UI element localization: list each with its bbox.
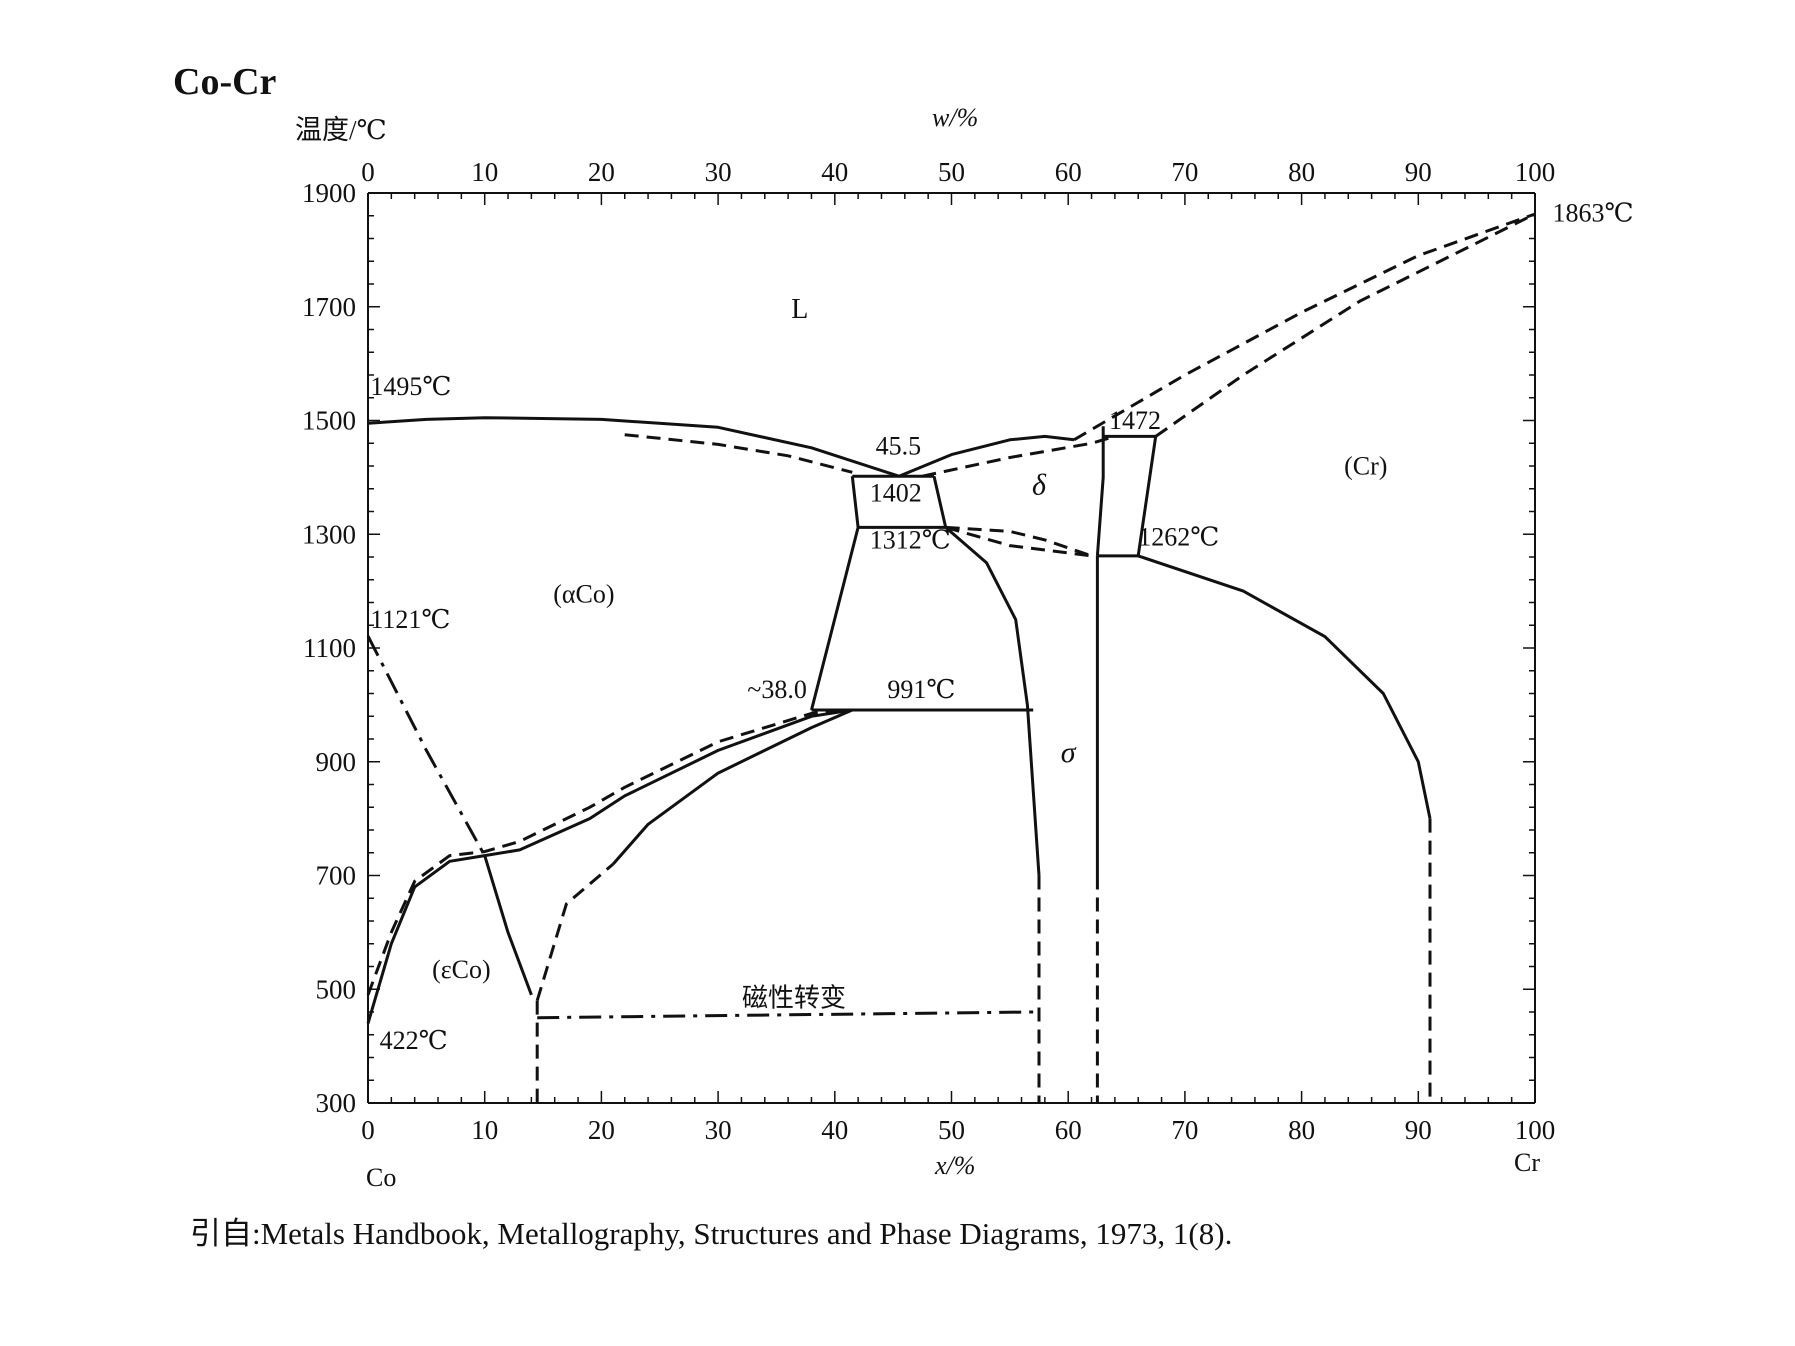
annotation-label: 1312℃ [870,525,951,554]
annotation-label: 1262℃ [1138,523,1219,552]
x-tick-label-top: 40 [821,157,848,187]
phase-boundary-sigma-left-boundary [944,526,1041,876]
x-tick-label-top: 0 [361,157,375,187]
y-tick-label: 500 [316,974,357,1004]
x-tick-label-bottom: 70 [1171,1115,1198,1145]
y-tick-label: 1700 [302,292,356,322]
y-axis-label: 温度/℃ [295,115,387,145]
phase-boundary-cr-liquidus-dashed [1073,212,1536,442]
y-tick-label: 1500 [302,406,356,436]
annotation-label: 1402 [870,478,922,507]
annotation-label: 1472 [1109,406,1161,435]
x-tick-label-bottom: 10 [471,1115,498,1145]
phase-label: (αCo) [553,580,614,609]
source-citation: 引自:Metals Handbook, Metallography, Struc… [190,1216,1233,1251]
y-tick-label: 1300 [302,519,356,549]
phase-label: 磁性转变 [742,983,846,1012]
x-tick-label-bottom: 50 [938,1115,965,1145]
phase-boundary-magnetic-transition [537,1010,1034,1020]
annotation-label: ~38.0 [747,675,807,704]
annotation-label: 991℃ [887,675,955,704]
phase-boundary-sigma-epsilon-solid [611,708,853,866]
phase-label: σ [1061,736,1077,769]
phase-boundary-delta-sigma-dashed [945,525,1092,558]
x-tick-label-top: 80 [1288,157,1315,187]
y-tick-label: 700 [316,861,357,891]
phase-boundary-epsilon-upper-solid [366,708,853,1024]
phase-boundary-delta-right-boundary [1095,426,1105,557]
x-tick-label-bottom: 0 [361,1115,375,1145]
right-component-label: Cr [1514,1148,1540,1177]
x-tick-label-top: 20 [588,157,615,187]
x-tick-label-bottom: 40 [821,1115,848,1145]
y-tick-label: 1100 [303,633,356,663]
x-tick-label-top: 30 [705,157,732,187]
x-tick-label-top: 90 [1405,157,1432,187]
x-tick-label-bottom: 80 [1288,1115,1315,1145]
phase-boundary-alpha-sigma-boundary [810,527,860,711]
x-tick-label-bottom: 20 [588,1115,615,1145]
y-tick-label: 900 [316,747,357,777]
bottom-axis-label: x/% [935,1151,976,1180]
x-tick-label-bottom: 30 [705,1115,732,1145]
annotation-label: 1495℃ [370,372,451,401]
chart-title: Co-Cr [173,61,277,103]
phase-label: δ [1032,468,1047,501]
x-tick-label-top: 70 [1171,157,1198,187]
x-tick-label-top: 50 [938,157,965,187]
phase-boundary-alpha-epsilon-solid [483,855,533,996]
phase-boundary-solidus-alpha-dashed [624,433,853,474]
phase-label: (εCo) [432,955,491,984]
phase-boundary-delta-sigma-dashed-2 [945,525,1092,558]
phase-boundary-epsilon-upper-dashed [366,708,847,996]
phase-boundary-sigma-epsilon-dashed [535,862,615,1002]
phase-boundary-cr-solvus [1137,554,1432,819]
phase-boundary-cr-solidus-dashed [1154,212,1536,438]
annotation-label: 1863℃ [1553,198,1634,227]
x-tick-label-top: 10 [471,157,498,187]
x-tick-label-bottom: 100 [1515,1115,1556,1145]
phase-boundary-alpha-epsilon-dashdot [366,635,487,857]
x-tick-label-bottom: 90 [1405,1115,1432,1145]
y-tick-label: 300 [316,1088,357,1118]
x-tick-label-bottom: 60 [1055,1115,1082,1145]
phase-boundary-liquidus-right [898,434,1075,478]
phase-label: (Cr) [1344,452,1387,481]
x-tick-label-top: 60 [1055,157,1082,187]
annotation-label: 422℃ [380,1026,448,1055]
left-component-label: Co [366,1163,397,1192]
phase-boundary-liquidus-left [367,416,900,478]
y-tick-label: 1900 [302,178,356,208]
annotation-label: 1121℃ [370,605,450,634]
phase-boundary-delta-left-1402-1312 [850,476,860,528]
x-tick-label-top: 100 [1515,157,1556,187]
top-axis-label: w/% [932,103,979,132]
phase-boundary-delta-right-1402-1312 [932,475,948,528]
annotation-label: 45.5 [876,432,922,461]
phase-boundary-cr-solidus-left [1136,436,1158,557]
phase-label: L [791,294,808,325]
